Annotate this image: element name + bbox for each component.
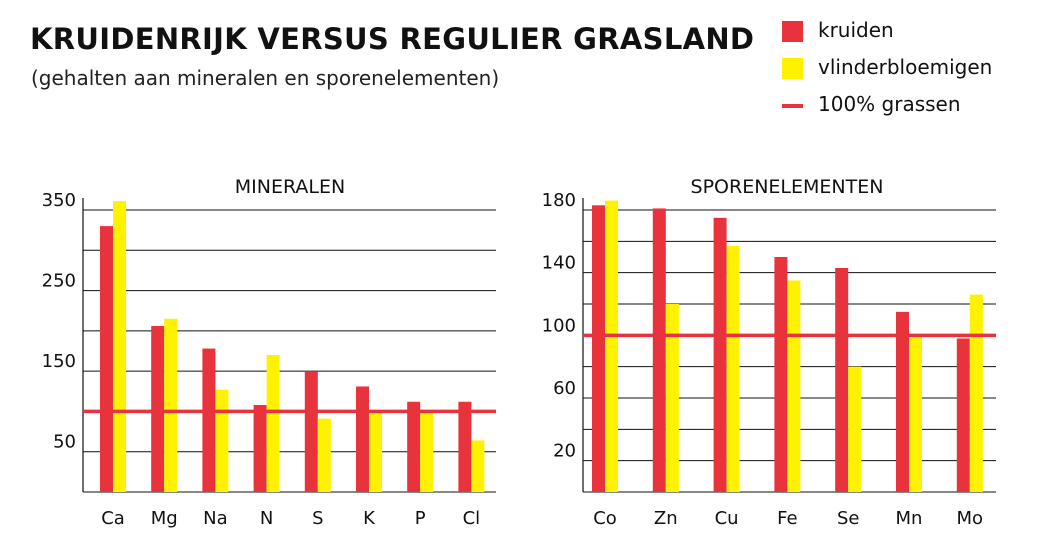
- mineralen-x-label-n: N: [260, 508, 273, 529]
- mineralen-y-tick-50: 50: [53, 432, 76, 453]
- mineralen-bar-mg-kruiden: [151, 326, 165, 492]
- sporenelementen-x-label-cu: Cu: [715, 508, 739, 529]
- sporenelementen-bar-se-vlinderbloemigen: [848, 366, 862, 492]
- chart-subtitle: (gehalten aan mineralen en sporenelement…: [31, 66, 500, 90]
- sporenelementen-x-label-zn: Zn: [654, 508, 678, 529]
- sporenelementen-y-tick-20: 20: [553, 441, 576, 462]
- sporenelementen-x-label-co: Co: [593, 508, 617, 529]
- legend-label-vlinderbloemigen: vlinderbloemigen: [818, 55, 993, 79]
- mineralen-bar-cl-vlinderbloemigen: [471, 440, 485, 492]
- sporenelementen-bar-co-vlinderbloemigen: [605, 200, 618, 492]
- sporenelementen-bar-se-kruiden: [835, 267, 849, 492]
- chart-title: KRUIDENRIJK VERSUS REGULIER GRASLAND: [30, 22, 755, 56]
- sporenelementen-y-tick-180: 180: [542, 190, 576, 211]
- mineralen-bar-n-vlinderbloemigen: [266, 355, 280, 492]
- legend-swatch-vlinderbloemigen: [782, 58, 803, 79]
- sporenelementen-x-label-mn: Mn: [896, 508, 923, 529]
- mineralen-bar-ca-kruiden: [100, 226, 113, 492]
- sporenelementen-bar-zn-kruiden: [652, 208, 666, 492]
- mineralen-bar-ca-vlinderbloemigen: [113, 201, 126, 492]
- mineralen-bar-s-kruiden: [304, 371, 318, 492]
- mineralen-x-label-cl: Cl: [463, 508, 481, 529]
- mineralen-bar-n-kruiden: [253, 404, 267, 492]
- mineralen-x-label-s: S: [312, 508, 323, 529]
- sporenelementen-y-tick-100: 100: [542, 315, 576, 336]
- mineralen-bar-k-vlinderbloemigen: [369, 413, 382, 492]
- mineralen-bar-na-vlinderbloemigen: [215, 389, 229, 492]
- sporenelementen-bar-mo-kruiden: [956, 338, 970, 492]
- legend-swatch-kruiden: [782, 21, 803, 42]
- mineralen-y-tick-350: 350: [42, 190, 76, 211]
- sporenelementen-bar-mn-kruiden: [896, 311, 909, 492]
- sporenelementen-bar-mn-vlinderbloemigen: [909, 336, 922, 492]
- sporenelementen-bar-fe-kruiden: [774, 257, 788, 492]
- sporenelementen-bar-fe-vlinderbloemigen: [787, 280, 801, 492]
- mineralen-bar-na-kruiden: [202, 348, 216, 492]
- mineralen-x-label-p: P: [415, 508, 426, 529]
- sporenelementen-x-label-fe: Fe: [777, 508, 797, 529]
- mineralen-bar-p-kruiden: [407, 401, 421, 492]
- mineralen-bar-p-vlinderbloemigen: [420, 413, 434, 492]
- mineralen-y-tick-150: 150: [42, 351, 76, 372]
- sporenelementen-title: SPORENELEMENTEN: [691, 176, 884, 198]
- mineralen-bar-s-vlinderbloemigen: [317, 418, 331, 492]
- sporenelementen-y-tick-60: 60: [553, 378, 576, 399]
- sporenelementen-x-label-se: Se: [837, 508, 860, 529]
- sporenelementen-x-label-mo: Mo: [957, 508, 984, 529]
- sporenelementen-bar-cu-kruiden: [713, 217, 727, 493]
- legend-line-grassen: [782, 104, 803, 108]
- mineralen-title: MINERALEN: [235, 176, 345, 198]
- mineralen-bar-k-kruiden: [356, 386, 369, 492]
- legend-label-kruiden: kruiden: [818, 18, 894, 42]
- mineralen-x-label-ca: Ca: [101, 508, 125, 529]
- sporenelementen-bar-mo-vlinderbloemigen: [969, 294, 983, 492]
- mineralen-x-label-k: K: [363, 508, 376, 529]
- sporenelementen-y-tick-140: 140: [542, 253, 576, 274]
- mineralen-bar-cl-kruiden: [458, 401, 472, 492]
- sporenelementen-bar-cu-vlinderbloemigen: [726, 246, 740, 492]
- mineralen-x-label-na: Na: [203, 508, 228, 529]
- mineralen-y-tick-250: 250: [42, 271, 76, 292]
- sporenelementen-bar-zn-vlinderbloemigen: [665, 304, 679, 492]
- mineralen-x-label-mg: Mg: [151, 508, 178, 529]
- sporenelementen-bar-co-kruiden: [592, 205, 605, 493]
- legend-label-grassen: 100% grassen: [818, 92, 961, 116]
- mineralen-bar-mg-vlinderbloemigen: [164, 318, 178, 492]
